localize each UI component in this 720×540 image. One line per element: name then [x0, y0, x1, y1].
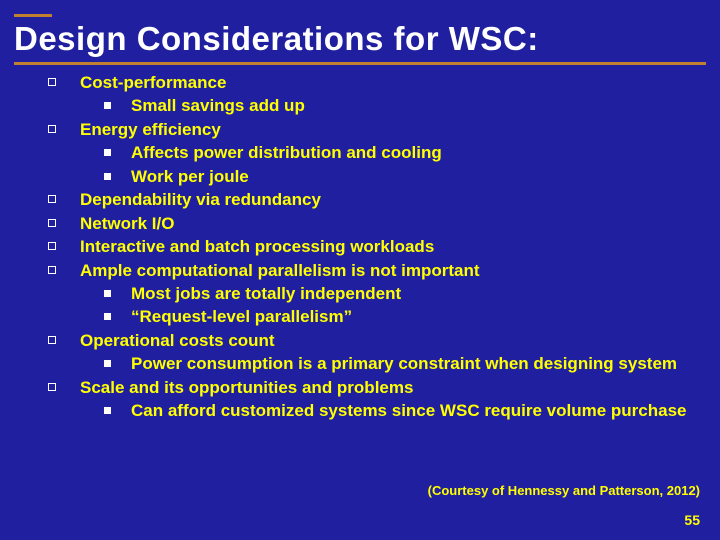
- square-bullet-icon: [48, 383, 56, 391]
- sub-bullet-text: “Request-level parallelism”: [131, 306, 690, 328]
- content-area: Cost-performance Small savings add up En…: [48, 72, 690, 424]
- square-bullet-icon: [48, 78, 56, 86]
- square-bullet-icon: [48, 336, 56, 344]
- bullet-item: Energy efficiency: [48, 119, 690, 141]
- sub-bullet-item: “Request-level parallelism”: [104, 306, 690, 328]
- bullet-item: Operational costs count: [48, 330, 690, 352]
- solid-bullet-icon: [104, 360, 111, 367]
- title-rule-top: [14, 14, 52, 17]
- bullet-text: Interactive and batch processing workloa…: [80, 236, 690, 258]
- square-bullet-icon: [48, 125, 56, 133]
- solid-bullet-icon: [104, 407, 111, 414]
- sub-bullet-item: Can afford customized systems since WSC …: [104, 400, 690, 422]
- square-bullet-icon: [48, 266, 56, 274]
- sub-bullet-text: Affects power distribution and cooling: [131, 142, 690, 164]
- bullet-item: Cost-performance: [48, 72, 690, 94]
- sub-bullet-item: Small savings add up: [104, 95, 690, 117]
- bullet-item: Dependability via redundancy: [48, 189, 690, 211]
- sub-bullet-text: Power consumption is a primary constrain…: [131, 353, 690, 375]
- bullet-item: Scale and its opportunities and problems: [48, 377, 690, 399]
- sub-bullet-text: Small savings add up: [131, 95, 690, 117]
- bullet-text: Network I/O: [80, 213, 690, 235]
- square-bullet-icon: [48, 195, 56, 203]
- solid-bullet-icon: [104, 313, 111, 320]
- bullet-item: Ample computational parallelism is not i…: [48, 260, 690, 282]
- bullet-text: Cost-performance: [80, 72, 690, 94]
- bullet-item: Interactive and batch processing workloa…: [48, 236, 690, 258]
- courtesy-text: (Courtesy of Hennessy and Patterson, 201…: [428, 483, 700, 498]
- sub-bullet-item: Most jobs are totally independent: [104, 283, 690, 305]
- title-rule-bottom: [14, 62, 706, 65]
- bullet-text: Operational costs count: [80, 330, 690, 352]
- bullet-text: Scale and its opportunities and problems: [80, 377, 690, 399]
- solid-bullet-icon: [104, 149, 111, 156]
- square-bullet-icon: [48, 242, 56, 250]
- bullet-text: Energy efficiency: [80, 119, 690, 141]
- bullet-item: Network I/O: [48, 213, 690, 235]
- bullet-text: Dependability via redundancy: [80, 189, 690, 211]
- sub-bullet-item: Power consumption is a primary constrain…: [104, 353, 690, 375]
- solid-bullet-icon: [104, 290, 111, 297]
- sub-bullet-text: Can afford customized systems since WSC …: [131, 400, 690, 422]
- sub-bullet-item: Work per joule: [104, 166, 690, 188]
- sub-bullet-text: Most jobs are totally independent: [131, 283, 690, 305]
- solid-bullet-icon: [104, 102, 111, 109]
- sub-bullet-text: Work per joule: [131, 166, 690, 188]
- page-number: 55: [684, 512, 700, 528]
- square-bullet-icon: [48, 219, 56, 227]
- sub-bullet-item: Affects power distribution and cooling: [104, 142, 690, 164]
- bullet-text: Ample computational parallelism is not i…: [80, 260, 690, 282]
- slide-title: Design Considerations for WSC:: [14, 20, 539, 58]
- solid-bullet-icon: [104, 173, 111, 180]
